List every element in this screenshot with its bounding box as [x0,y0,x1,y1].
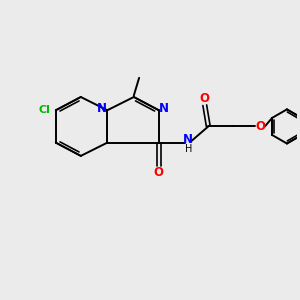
Text: O: O [154,166,164,178]
Text: N: N [183,133,193,146]
Text: Cl: Cl [38,105,50,115]
Text: N: N [159,102,169,115]
Text: O: O [255,120,265,133]
Text: H: H [184,144,192,154]
Text: O: O [200,92,210,105]
Text: N: N [97,102,107,115]
